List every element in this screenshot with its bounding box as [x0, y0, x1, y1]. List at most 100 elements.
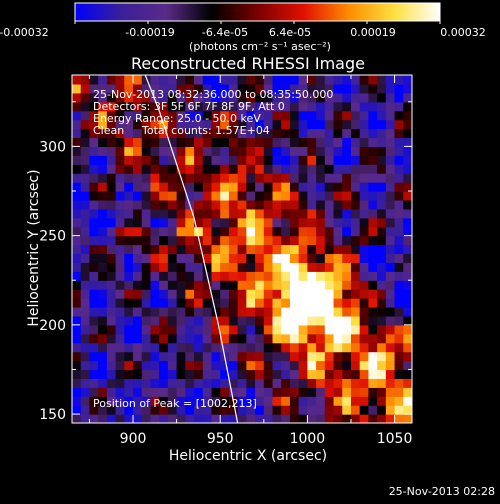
heatmap-cell — [80, 307, 91, 317]
heatmap-cell — [228, 208, 239, 219]
heatmap-cell — [124, 298, 134, 308]
heatmap-cell — [368, 271, 378, 281]
heatmap-cell — [194, 137, 204, 147]
chart-title: Reconstructed RHESSI Image — [131, 54, 365, 73]
heatmap-cell — [272, 101, 282, 112]
heatmap-cell — [159, 182, 169, 192]
heatmap-cell — [237, 271, 247, 281]
heatmap-cell — [255, 92, 265, 103]
heatmap-cell — [342, 83, 352, 94]
heatmap-cell — [80, 137, 91, 147]
heatmap-cell — [237, 324, 247, 335]
heatmap-cell — [167, 360, 178, 371]
heatmap-cell — [368, 298, 378, 308]
heatmap-cell — [246, 137, 256, 147]
heatmap-cell — [211, 110, 221, 121]
heatmap-cell — [316, 378, 326, 388]
heatmap-cell — [324, 83, 335, 94]
heatmap-cell — [342, 333, 352, 344]
heatmap-cell — [159, 155, 169, 165]
heatmap-cell — [246, 128, 256, 139]
heatmap-cell — [377, 262, 387, 272]
heatmap-cell — [289, 289, 300, 299]
heatmap-cell — [394, 146, 404, 156]
heatmap-cell — [115, 351, 125, 362]
heatmap-cell — [115, 396, 125, 406]
heatmap-cell — [307, 128, 317, 139]
heatmap-cell — [211, 244, 221, 255]
heatmap-cell — [106, 75, 117, 85]
heatmap-cell — [141, 92, 152, 103]
heatmap-cell — [106, 324, 117, 335]
heatmap-cell — [385, 262, 396, 272]
heatmap-cell — [167, 182, 178, 192]
heatmap-cell — [176, 199, 186, 210]
heatmap-cell — [359, 173, 370, 183]
heatmap-cell — [333, 307, 343, 317]
heatmap-cell — [403, 289, 412, 299]
heatmap-cell — [211, 271, 221, 281]
heatmap-cell — [385, 387, 396, 397]
heatmap-cell — [185, 414, 195, 423]
heatmap-cell — [176, 217, 186, 228]
heatmap-cell — [350, 351, 361, 362]
heatmap-cell — [194, 405, 204, 415]
heatmap-cell — [124, 333, 134, 344]
heatmap-cell — [228, 128, 239, 139]
heatmap-cell — [72, 191, 82, 201]
heatmap-cell — [316, 351, 326, 362]
heatmap-cell — [98, 155, 108, 165]
heatmap-cell — [185, 342, 195, 353]
heatmap-cell — [133, 75, 143, 85]
heatmap-cell — [159, 128, 169, 139]
heatmap-cell — [272, 173, 282, 183]
heatmap-cell — [150, 164, 160, 174]
heatmap-cell — [98, 182, 108, 192]
colorbar — [74, 2, 441, 22]
heatmap-cell — [150, 387, 160, 397]
heatmap-cell — [359, 369, 370, 379]
heatmap-cell — [350, 315, 361, 326]
heatmap-cell — [167, 226, 178, 237]
heatmap-cell — [368, 244, 378, 255]
heatmap-cell — [237, 253, 247, 263]
heatmap-cell — [350, 369, 361, 379]
heatmap-cell — [228, 333, 239, 344]
heatmap-cell — [167, 110, 178, 121]
heatmap-cell — [185, 271, 195, 281]
heatmap-cell — [403, 191, 412, 201]
heatmap-cell — [342, 298, 352, 308]
heatmap-cell — [289, 146, 300, 156]
heatmap-cell — [377, 315, 387, 326]
heatmap-cell — [255, 351, 265, 362]
heatmap-cell — [106, 83, 117, 94]
heatmap-cell — [350, 307, 361, 317]
heatmap-cell — [115, 173, 125, 183]
heatmap-cell — [211, 253, 221, 263]
heatmap-cell — [141, 342, 152, 353]
heatmap-cell — [228, 360, 239, 371]
heatmap-cell — [385, 119, 396, 130]
heatmap-cell — [176, 119, 186, 130]
heatmap-cell — [307, 324, 317, 335]
heatmap-cell — [176, 324, 186, 335]
heatmap-cell — [255, 324, 265, 335]
heatmap-cell — [377, 217, 387, 228]
heatmap-cell — [298, 315, 308, 326]
heatmap-cell — [220, 271, 230, 281]
heatmap-cell — [394, 191, 404, 201]
x-tick-labels: 900 950 1000 1050 — [120, 431, 413, 447]
heatmap-cell — [150, 414, 160, 423]
heatmap-cell — [377, 208, 387, 219]
heatmap-cell — [89, 414, 99, 423]
heatmap-cell — [403, 315, 412, 326]
heatmap-cell — [316, 208, 326, 219]
heatmap-cell — [141, 405, 152, 415]
heatmap-cell — [307, 360, 317, 371]
heatmap-cell — [133, 146, 143, 156]
heatmap-cell — [89, 351, 99, 362]
heatmap-cell — [237, 217, 247, 228]
heatmap-cell — [272, 155, 282, 165]
heatmap-cell — [350, 217, 361, 228]
heatmap-cell — [124, 405, 134, 415]
